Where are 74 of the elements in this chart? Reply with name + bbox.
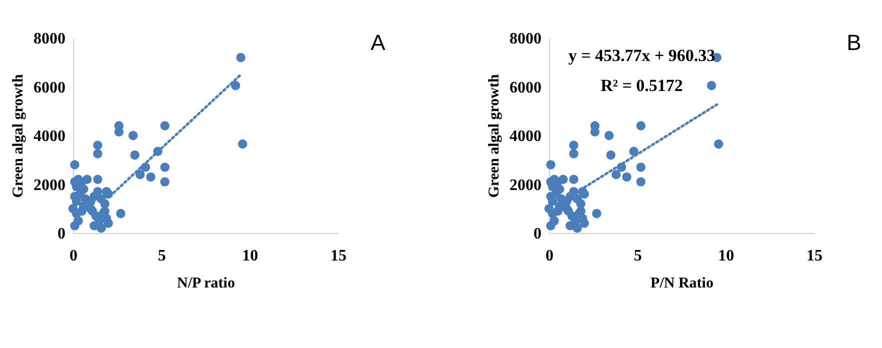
point xyxy=(569,140,578,150)
y-axis-title: Green algal growth xyxy=(10,74,26,198)
point xyxy=(116,208,126,218)
point xyxy=(93,140,102,150)
point xyxy=(572,224,582,233)
x-tick-label: 15 xyxy=(330,248,346,264)
point xyxy=(93,174,102,184)
point xyxy=(636,121,646,130)
y-tick-label: 6000 xyxy=(34,79,66,96)
point xyxy=(578,186,588,196)
point xyxy=(230,80,240,90)
y-tick-label: 8000 xyxy=(34,30,66,48)
y-tick-label: 4000 xyxy=(34,128,66,145)
point xyxy=(160,162,170,172)
point xyxy=(546,221,556,230)
point xyxy=(82,174,92,184)
point xyxy=(706,80,716,90)
point xyxy=(629,146,638,156)
y-tick-label: 0 xyxy=(58,226,66,242)
point xyxy=(96,224,106,233)
point xyxy=(104,218,113,228)
point xyxy=(569,186,578,196)
point xyxy=(546,160,556,170)
annotation: y = 453.77x + 960.33 xyxy=(568,46,716,65)
x-tick-label: 5 xyxy=(634,248,642,264)
point xyxy=(146,172,156,182)
point xyxy=(612,170,621,180)
point xyxy=(236,52,246,62)
point xyxy=(100,206,110,216)
point xyxy=(70,221,80,230)
point xyxy=(238,139,248,149)
point xyxy=(558,174,568,184)
point xyxy=(569,149,578,158)
x-tick-label: 10 xyxy=(242,248,258,264)
point xyxy=(136,170,145,180)
point xyxy=(114,127,124,136)
point xyxy=(93,186,102,196)
x-tick-label: 0 xyxy=(546,248,554,264)
point xyxy=(580,218,589,228)
x-tick-label: 10 xyxy=(718,248,734,264)
point xyxy=(562,204,572,214)
point xyxy=(590,127,600,136)
y-tick-label: 2000 xyxy=(510,176,542,194)
point xyxy=(128,130,138,140)
y-tick-label: 6000 xyxy=(510,79,542,96)
y-tick-label: 0 xyxy=(534,226,542,242)
point xyxy=(160,121,170,130)
point xyxy=(86,204,96,214)
y-tick-label: 4000 xyxy=(510,128,542,145)
x-tick-label: 5 xyxy=(158,248,166,264)
x-tick-label: 15 xyxy=(806,248,822,264)
point xyxy=(569,174,578,184)
point xyxy=(636,177,646,186)
point xyxy=(130,150,140,160)
x-axis-title: N/P ratio xyxy=(177,276,235,292)
annotation: R² = 0.5172 xyxy=(600,76,683,95)
text: B xyxy=(846,30,862,55)
point xyxy=(70,160,80,170)
point xyxy=(636,162,646,172)
point xyxy=(622,172,632,182)
text: A xyxy=(370,30,386,55)
point xyxy=(160,177,170,186)
point xyxy=(714,139,724,149)
point xyxy=(606,150,616,160)
x-axis-title: P/N Ratio xyxy=(650,276,714,292)
y-tick-label: 8000 xyxy=(510,30,542,48)
y-tick-label: 2000 xyxy=(34,176,66,194)
point xyxy=(604,130,614,140)
point xyxy=(576,206,586,216)
y-axis-title: Green algal growth xyxy=(486,74,502,198)
point xyxy=(93,149,102,158)
point xyxy=(102,186,112,196)
point xyxy=(592,208,602,218)
x-tick-label: 0 xyxy=(70,248,78,264)
